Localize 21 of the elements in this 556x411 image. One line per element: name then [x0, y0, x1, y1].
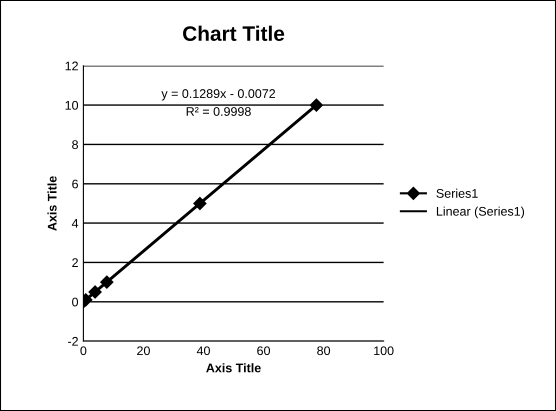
chart-title: Chart Title: [183, 26, 284, 41]
annotation: y = 0.1289x - 0.0072: [161, 89, 276, 100]
x-tick-label: 60: [257, 346, 270, 356]
x-tick-label: 0: [80, 346, 86, 356]
y-tick-label: 6: [72, 180, 78, 188]
x-axis-title: Axis Title: [206, 363, 261, 372]
y-tick-label: 4: [72, 219, 78, 228]
y-tick-label: 8: [72, 140, 78, 150]
x-tick-label: 100: [374, 346, 394, 356]
y-tick-label: 10: [66, 100, 78, 110]
x-tick-label: 20: [137, 346, 150, 356]
legend-label: Series1: [436, 188, 478, 198]
legend-label: Linear (Series1): [436, 206, 524, 218]
y-tick-label: -2: [68, 336, 78, 346]
y-tick-label: 2: [72, 258, 78, 267]
y-axis-title: Axis Title: [47, 176, 57, 231]
x-tick-label: 40: [196, 346, 210, 356]
annotation: R² = 0.9998: [186, 107, 251, 116]
y-tick-label: 12: [66, 62, 78, 70]
y-tick-label: 0: [72, 298, 78, 306]
x-tick-label: 80: [317, 346, 330, 356]
